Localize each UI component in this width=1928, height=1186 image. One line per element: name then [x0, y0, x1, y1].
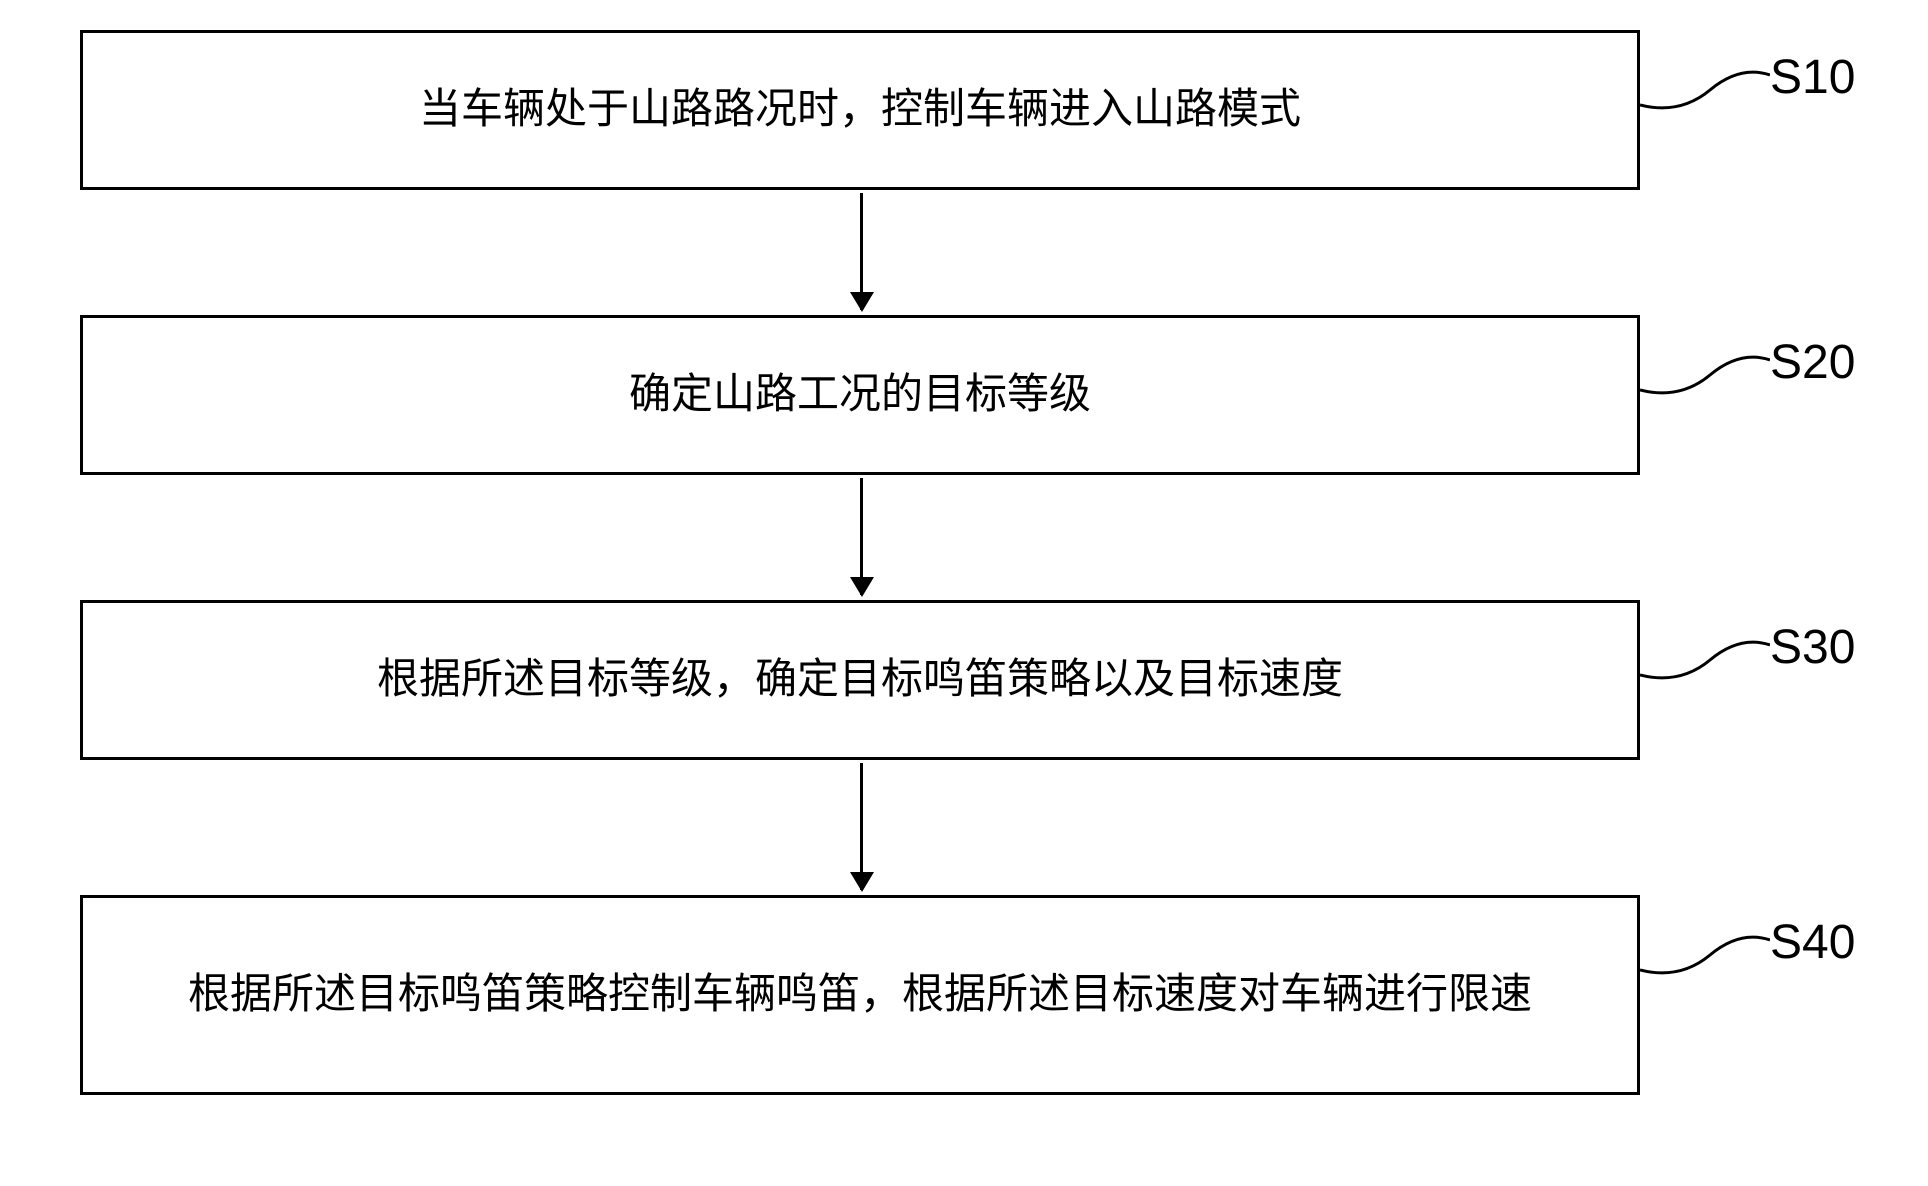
step-label-s10: S10: [1770, 50, 1855, 105]
flow-arrow-icon: [860, 478, 863, 595]
flow-step-s10: 当车辆处于山路路况时，控制车辆进入山路模式: [80, 30, 1640, 190]
flow-step-s30: 根据所述目标等级，确定目标鸣笛策略以及目标速度: [80, 600, 1640, 760]
label-connector-icon: [1640, 625, 1770, 695]
flow-step-s20: 确定山路工况的目标等级: [80, 315, 1640, 475]
step-label-s20: S20: [1770, 335, 1855, 390]
label-connector-icon: [1640, 340, 1770, 410]
flow-step-s40: 根据所述目标鸣笛策略控制车辆鸣笛，根据所述目标速度对车辆进行限速: [80, 895, 1640, 1095]
step-label-s40: S40: [1770, 915, 1855, 970]
flow-step-text: 确定山路工况的目标等级: [629, 366, 1091, 425]
label-connector-icon: [1640, 55, 1770, 125]
flow-arrow-icon: [860, 763, 863, 890]
label-connector-icon: [1640, 920, 1770, 990]
flow-arrow-icon: [860, 193, 863, 310]
flow-step-text: 根据所述目标鸣笛策略控制车辆鸣笛，根据所述目标速度对车辆进行限速: [188, 966, 1532, 1025]
flow-step-text: 根据所述目标等级，确定目标鸣笛策略以及目标速度: [377, 651, 1343, 710]
step-label-s30: S30: [1770, 620, 1855, 675]
flow-step-text: 当车辆处于山路路况时，控制车辆进入山路模式: [419, 81, 1301, 140]
